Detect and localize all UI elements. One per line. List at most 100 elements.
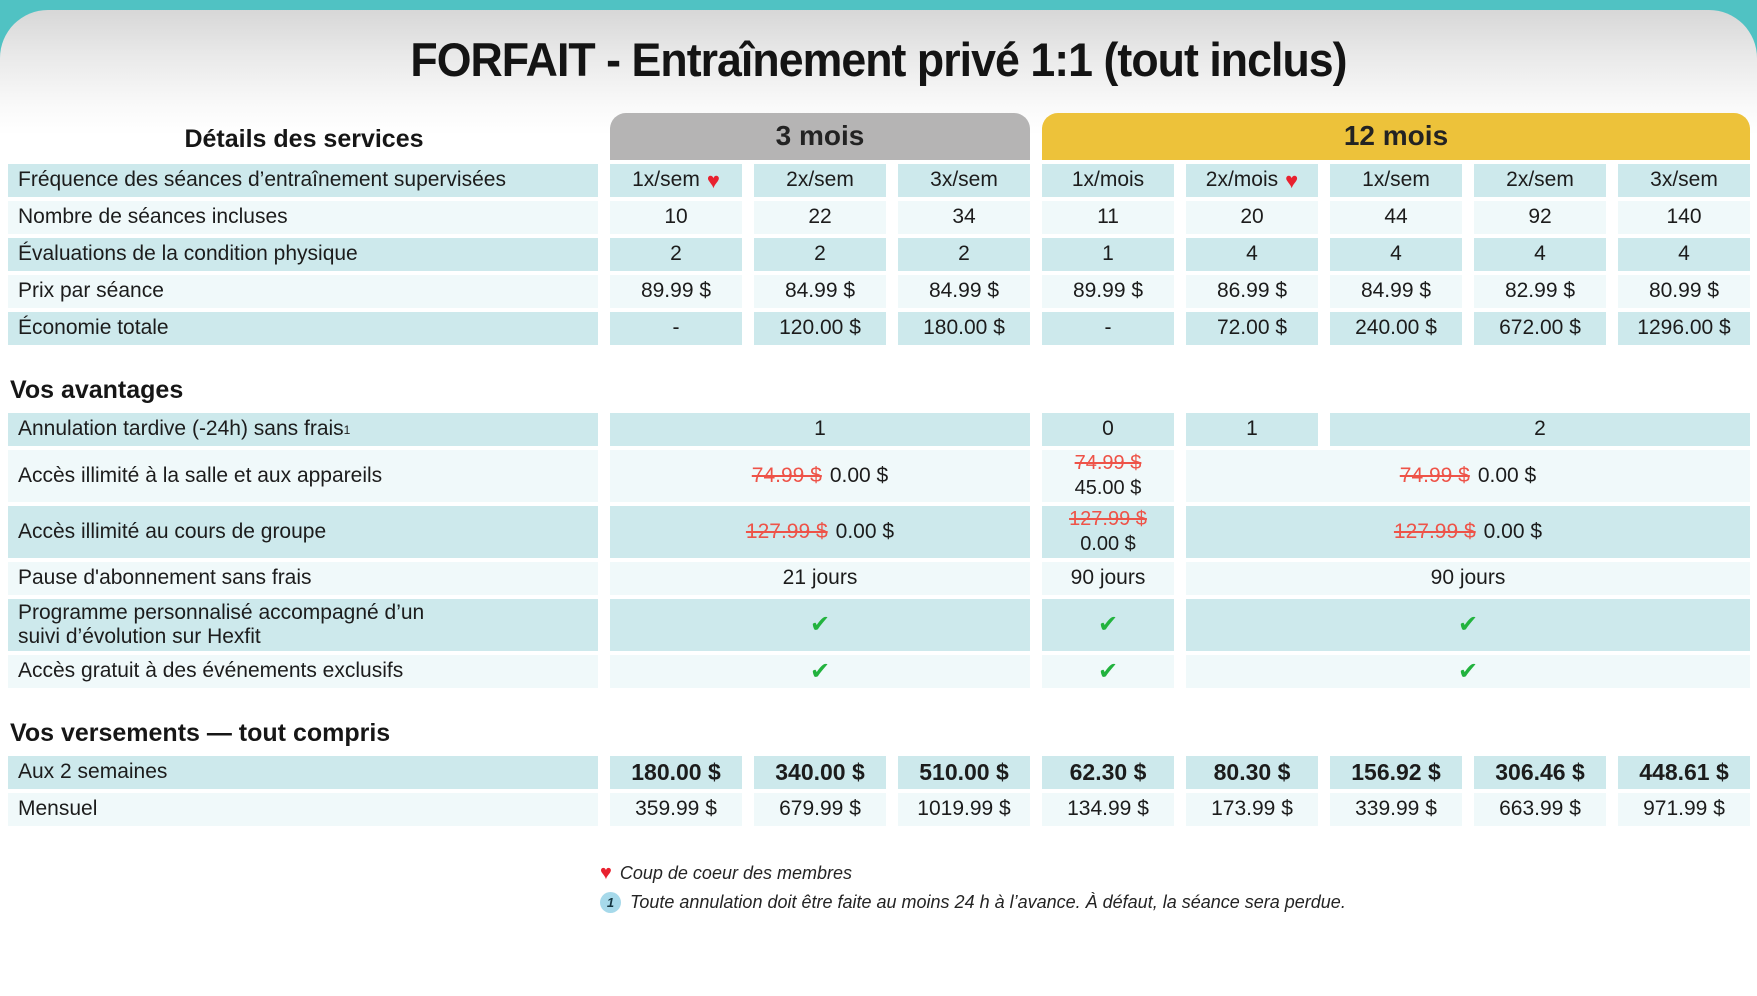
value-cell [610, 599, 1030, 651]
value-cell: 340.00 $ [754, 756, 886, 789]
row-label: Économie totale [8, 312, 598, 345]
row-label: Nombre de séances incluses [8, 201, 598, 234]
row-label: Mensuel [8, 793, 598, 826]
column-header: 1x/sem [1330, 164, 1462, 197]
row-label: Aux 2 semaines [8, 756, 598, 789]
value-cell [610, 655, 1030, 688]
value-cell: 86.99 $ [1186, 275, 1318, 308]
value-cell: 156.92 $ [1330, 756, 1462, 789]
heart-icon [707, 168, 720, 193]
value-cell: 74.99 $ 45.00 $ [1042, 450, 1174, 502]
value-cell: 127.99 $ 0.00 $ [1042, 506, 1174, 558]
old-price: 74.99 $ [1399, 463, 1470, 487]
value-cell: 127.99 $ 0.00 $ [1186, 506, 1750, 558]
old-price: 127.99 $ [1069, 508, 1147, 530]
row-label: Programme personnalisé accompagné d’un s… [8, 599, 598, 651]
column-header: 2x/sem [1474, 164, 1606, 197]
value-cell: 74.99 $ 0.00 $ [1186, 450, 1750, 502]
group-header-12-mois: 12 mois [1042, 113, 1750, 160]
row-label: Fréquence des séances d’entraînement sup… [8, 164, 598, 197]
value-cell: - [610, 312, 742, 345]
old-price: 74.99 $ [751, 463, 822, 487]
advantages-heading: Vos avantages [10, 376, 184, 404]
old-price: 127.99 $ [1393, 519, 1476, 543]
value-cell: 84.99 $ [754, 275, 886, 308]
value-cell: 89.99 $ [610, 275, 742, 308]
value-cell: 510.00 $ [898, 756, 1030, 789]
column-header: 1x/mois [1042, 164, 1174, 197]
value-cell: 359.99 $ [610, 793, 742, 826]
value-cell: 140 [1618, 201, 1750, 234]
value-cell: 971.99 $ [1618, 793, 1750, 826]
value-cell: 2 [1330, 413, 1750, 446]
value-cell [1186, 599, 1750, 651]
content-card: FORFAIT - Entraînement privé 1:1 (tout i… [0, 10, 1757, 996]
value-cell: 1 [1042, 238, 1174, 271]
column-header: 2x/sem [754, 164, 886, 197]
footnotes: Coup de coeur des membres 1 Toute annula… [600, 862, 1757, 913]
value-cell: 2 [610, 238, 742, 271]
value-cell: 4 [1474, 238, 1606, 271]
column-header: 3x/sem [1618, 164, 1750, 197]
new-price: 0.00 $ [1483, 519, 1543, 543]
check-icon [1458, 658, 1478, 686]
value-cell: 62.30 $ [1042, 756, 1174, 789]
heart-icon [600, 862, 612, 885]
value-cell: 2 [754, 238, 886, 271]
new-price: 0.00 $ [1477, 463, 1537, 487]
row-label: Accès gratuit à des événements exclusifs [8, 655, 598, 688]
value-cell: 180.00 $ [610, 756, 742, 789]
new-price: 0.00 $ [835, 519, 895, 543]
value-cell: 21 jours [610, 562, 1030, 595]
value-cell: 34 [898, 201, 1030, 234]
value-cell: - [1042, 312, 1174, 345]
value-cell: 11 [1042, 201, 1174, 234]
value-cell: 1 [610, 413, 1030, 446]
value-cell: 90 jours [1042, 562, 1174, 595]
old-price: 127.99 $ [745, 519, 828, 543]
new-price: 45.00 $ [1074, 477, 1142, 499]
check-icon [1458, 611, 1478, 639]
value-cell: 663.99 $ [1474, 793, 1606, 826]
value-cell: 0 [1042, 413, 1174, 446]
check-icon [1098, 611, 1118, 639]
value-cell: 90 jours [1186, 562, 1750, 595]
value-cell: 20 [1186, 201, 1318, 234]
value-cell: 679.99 $ [754, 793, 886, 826]
footnote-favorite: Coup de coeur des membres [600, 862, 1757, 885]
new-price: 0.00 $ [1080, 533, 1136, 555]
row-label: Évaluations de la condition physique [8, 238, 598, 271]
value-cell: 4 [1618, 238, 1750, 271]
value-cell: 80.99 $ [1618, 275, 1750, 308]
row-label: Accès illimité au cours de groupe [8, 506, 598, 558]
value-cell [1042, 599, 1174, 651]
value-cell: 82.99 $ [1474, 275, 1606, 308]
value-cell: 4 [1186, 238, 1318, 271]
value-cell: 4 [1330, 238, 1462, 271]
value-cell: 1019.99 $ [898, 793, 1030, 826]
value-cell: 127.99 $ 0.00 $ [610, 506, 1030, 558]
value-cell: 120.00 $ [754, 312, 886, 345]
column-header: 3x/sem [898, 164, 1030, 197]
check-icon [810, 611, 830, 639]
value-cell: 448.61 $ [1618, 756, 1750, 789]
value-cell: 89.99 $ [1042, 275, 1174, 308]
value-cell: 22 [754, 201, 886, 234]
value-cell: 80.30 $ [1186, 756, 1318, 789]
services-heading: Détails des services [184, 125, 424, 154]
value-cell: 72.00 $ [1186, 312, 1318, 345]
page-title: FORFAIT - Entraînement privé 1:1 (tout i… [410, 33, 1347, 86]
value-cell: 84.99 $ [1330, 275, 1462, 308]
row-label: Pause d'abonnement sans frais [8, 562, 598, 595]
value-cell: 306.46 $ [1474, 756, 1606, 789]
row-label: Prix par séance [8, 275, 598, 308]
value-cell: 180.00 $ [898, 312, 1030, 345]
column-header: 1x/sem [610, 164, 742, 197]
check-icon [1098, 658, 1118, 686]
value-cell [1042, 655, 1174, 688]
value-cell: 134.99 $ [1042, 793, 1174, 826]
old-price: 74.99 $ [1074, 452, 1142, 474]
row-label: Annulation tardive (-24h) sans frais 1 [8, 413, 598, 446]
value-cell: 1296.00 $ [1618, 312, 1750, 345]
